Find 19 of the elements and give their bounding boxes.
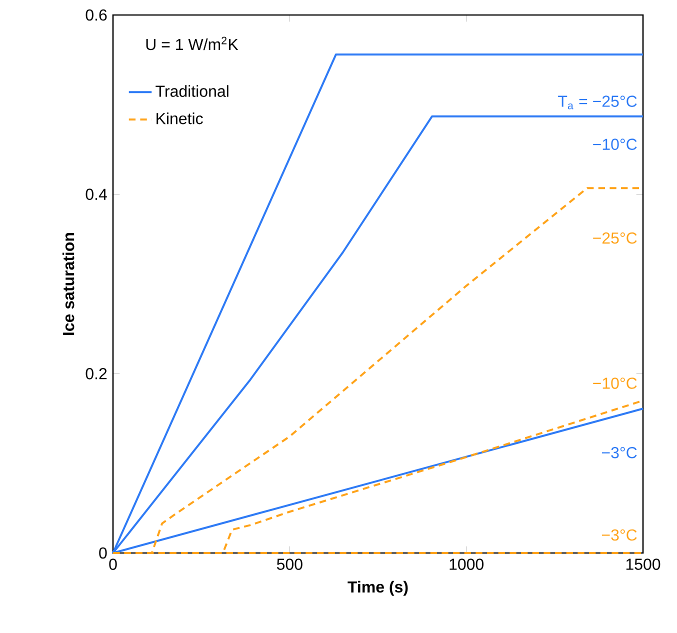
annotation: U = 1 W/m$^{2}$K: [146, 36, 238, 50]
annotation: T$_{a}$ = −25°C: [558, 96, 637, 110]
x-axis-title: Time (s): [348, 580, 408, 596]
x-tick-label: 0: [109, 558, 117, 570]
y-tick-label: 0.4: [86, 188, 107, 200]
annotation: −25°C: [593, 232, 637, 244]
annotation: −10°C: [593, 378, 637, 389]
annotation: −3°C: [602, 529, 637, 541]
legend-label: Traditional: [156, 85, 228, 97]
y-tick-label: 0: [99, 547, 107, 559]
y-axis-title: Ice saturation: [62, 233, 74, 335]
y-tick-label: 0.2: [86, 368, 107, 380]
x-tick-label: 500: [276, 558, 302, 570]
x-tick-label: 1500: [626, 558, 660, 570]
annotation: −3°C: [602, 446, 637, 458]
y-tick-label: 0.6: [86, 9, 107, 21]
legend-label: Kinetic: [156, 112, 203, 124]
x-tick-label: 1000: [450, 558, 484, 570]
annotation: −10°C: [593, 138, 637, 150]
